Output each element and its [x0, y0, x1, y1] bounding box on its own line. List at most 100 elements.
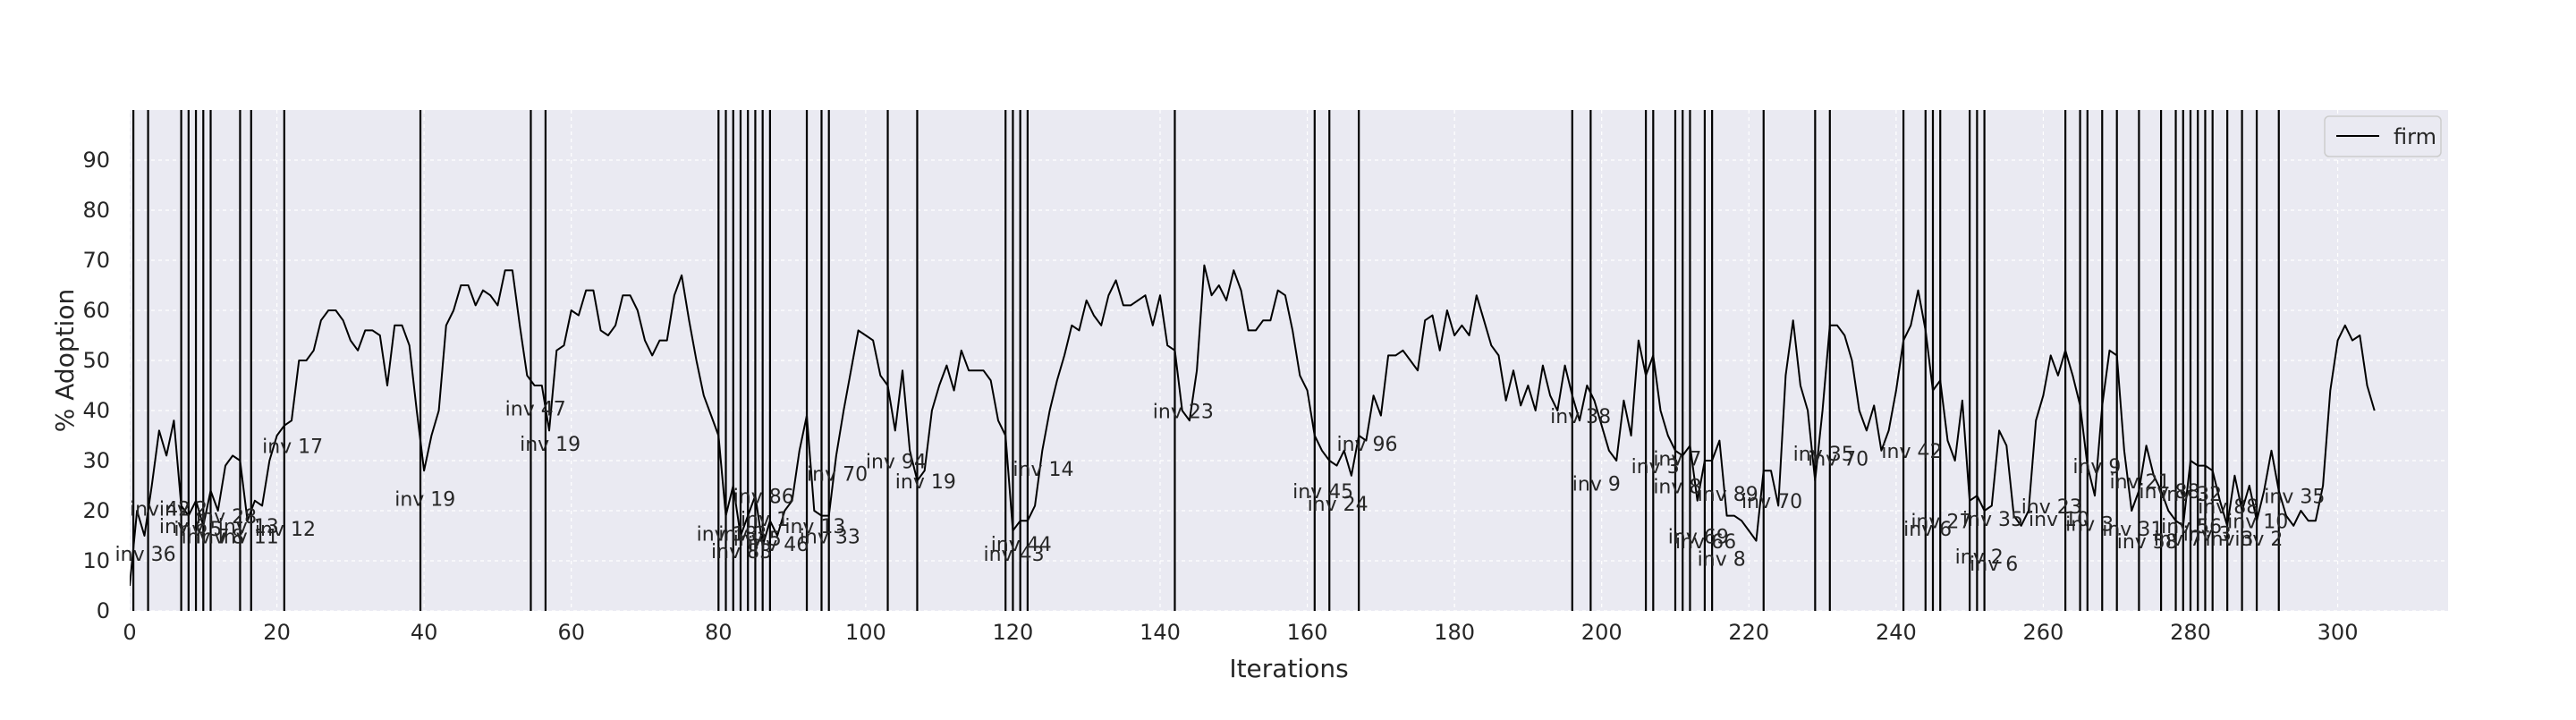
y-tick-label: 90 [82, 148, 110, 173]
event-annotation: inv 66 [1675, 531, 1736, 554]
event-annotation: inv 70 [807, 463, 868, 486]
event-annotation: inv 35 [1962, 509, 2023, 531]
event-annotation: inv 6 [1903, 519, 1952, 541]
event-annotation: inv 10 [2029, 509, 2089, 531]
y-tick-label: 40 [82, 398, 110, 423]
event-annotation: inv 19 [394, 488, 455, 511]
event-annotation: inv 2 [159, 499, 208, 521]
x-tick-label: 80 [705, 620, 733, 645]
legend-box [2324, 115, 2442, 157]
x-tick-label: 220 [1728, 620, 1769, 645]
event-annotation: inv 88 [2198, 496, 2258, 519]
event-annotation: inv 18 [697, 524, 758, 546]
event-annotation: inv 8 [1698, 549, 1746, 572]
x-tick-label: 200 [1581, 620, 1623, 645]
event-annotation: inv 12 [255, 519, 316, 541]
y-tick-label: 70 [82, 248, 110, 273]
event-annotation: inv 3 [1631, 456, 1680, 479]
y-tick-label: 80 [82, 198, 110, 223]
event-annotation: inv 32 [2161, 484, 2222, 506]
event-annotation: inv 14 [1013, 459, 1073, 481]
event-annotation: inv 36 [115, 544, 176, 566]
event-annotation: inv 3 [718, 524, 767, 546]
event-annotation: inv 13 [784, 516, 845, 538]
x-tick-label: 20 [263, 620, 291, 645]
event-annotation: inv 11 [218, 526, 279, 548]
event-annotation: inv 70 [1741, 491, 1802, 513]
event-annotation: inv 5 [174, 519, 222, 541]
x-tick-label: 280 [2170, 620, 2211, 645]
event-annotation: inv 8 [196, 526, 244, 548]
event-annotation: inv 9 [2072, 456, 2121, 479]
event-annotation: inv 94 [866, 451, 927, 473]
event-annotation: inv 24 [1308, 494, 1368, 516]
event-annotation: inv 19 [895, 471, 956, 494]
event-annotation: inv 35 [2264, 487, 2325, 509]
event-annotation: inv 1 [741, 509, 789, 531]
event-annotation: inv 69 [1668, 526, 1729, 548]
event-annotation: inv 45 [1292, 481, 1353, 504]
event-annotation: inv 5 [733, 529, 782, 551]
event-annotation: inv 58 [2117, 531, 2178, 554]
event-annotation: inv 89 [1698, 484, 1758, 506]
vertical-lines-layer [132, 110, 2280, 611]
series-line-firm [130, 264, 2376, 587]
event-annotation: inv 2 [1955, 546, 2004, 569]
event-annotation: inv 21 [2109, 471, 2170, 494]
event-annotation: inv 42 [130, 499, 191, 521]
x-tick-label: 60 [557, 620, 585, 645]
event-annotation: inv 23 [2021, 496, 2082, 519]
event-annotation: inv 38 [1550, 406, 1611, 428]
event-annotation: inv 9 [1572, 474, 1621, 496]
x-tick-label: 160 [1287, 620, 1328, 645]
event-annotation: inv 3 [2065, 513, 2114, 536]
x-tick-label: 140 [1140, 620, 1181, 645]
event-annotation: inv 96 [1336, 434, 1397, 456]
legend: firm [2324, 115, 2442, 157]
event-annotation: inv 2 [2234, 529, 2283, 551]
event-annotation: inv 44 [991, 534, 1052, 556]
event-annotation: inv 70 [1808, 449, 1868, 471]
x-tick-label: 260 [2023, 620, 2064, 645]
event-annotation: inv 83 [711, 541, 772, 563]
event-annotation: inv 86 [733, 487, 794, 509]
x-tick-label: 240 [1876, 620, 1917, 645]
x-tick-label: 100 [845, 620, 886, 645]
x-tick-label: 180 [1434, 620, 1475, 645]
event-annotation: inv 42 [1881, 441, 1942, 463]
y-tick-label: 0 [97, 598, 110, 623]
event-annotation: inv 56 [2161, 516, 2222, 538]
x-tick-label: 0 [123, 620, 136, 645]
event-annotation: inv 33 [800, 526, 860, 548]
event-annotation: inv 6 [1970, 554, 2018, 576]
event-annotation: inv 35 [1793, 444, 1854, 466]
event-annotation: inv 43 [984, 544, 1045, 566]
event-annotation: inv 3 [2183, 524, 2232, 546]
event-annotation: inv 23 [1153, 401, 1214, 423]
legend-firm-label: firm [2394, 124, 2436, 149]
series-layer [130, 264, 2376, 587]
tick-layer: 0 20 40 60 80 100 120 140 160 180 200 220 240 260 280 3… [82, 148, 2358, 645]
event-annotation: inv 19 [520, 434, 580, 456]
x-axis-label: Iterations [1229, 654, 1348, 683]
event-annotation: inv 10 [2227, 512, 2288, 534]
event-annotation: inv 7 [1653, 449, 1701, 471]
y-axis-label: % Adoption [50, 289, 80, 432]
y-tick-label: 50 [82, 348, 110, 373]
event-annotation: inv 8 [1653, 476, 1701, 498]
event-annotation: inv 28 [196, 506, 257, 529]
event-annotation: inv 3 [2205, 529, 2253, 551]
event-annotation: inv 6 [159, 516, 208, 538]
y-tick-label: 20 [82, 498, 110, 523]
x-tick-label: 40 [411, 620, 438, 645]
y-tick-label: 60 [82, 298, 110, 323]
event-annotation: inv 13 [218, 516, 279, 538]
event-annotation: inv 7 [182, 526, 230, 548]
event-annotation: inv 46 [748, 534, 809, 556]
y-tick-label: 30 [82, 448, 110, 473]
y-tick-label: 10 [82, 548, 110, 573]
event-annotation: inv 88 [2139, 481, 2199, 504]
